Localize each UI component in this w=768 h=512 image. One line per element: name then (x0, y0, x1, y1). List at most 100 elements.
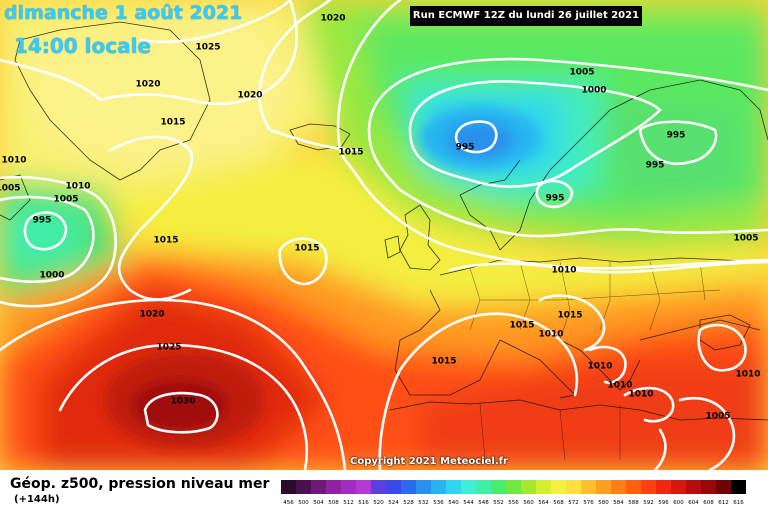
model-run-info: Run ECMWF 12Z du lundi 26 juillet 2021 (410, 6, 642, 26)
color-scale-swatch (356, 480, 371, 494)
coastlines (0, 21, 768, 421)
isobar-label-1025-azores: 1025 (156, 343, 181, 353)
isobar-label-1020-north: 1020 (320, 14, 345, 24)
isobar-label-1030-high-centre: 1030 (170, 397, 195, 407)
color-scale-tick: 580 (598, 500, 609, 506)
color-scale-swatch (431, 480, 446, 494)
color-scale-tick: 556 (508, 500, 519, 506)
color-scale-tick: 560 (523, 500, 534, 506)
color-scale-tick: 564 (538, 500, 549, 506)
color-scale-swatch (401, 480, 416, 494)
color-scale-swatch (311, 480, 326, 494)
color-scale-tick: 544 (463, 500, 474, 506)
color-scale-tick: 520 (373, 500, 384, 506)
isobar-label-1010-greece: 1010 (607, 381, 632, 391)
color-scale-swatch (506, 480, 521, 494)
isobar-label-1010-central-europe: 1010 (551, 266, 576, 276)
color-scale-tick: 572 (568, 500, 579, 506)
isobar-label-1010-labrador: 1010 (65, 182, 90, 192)
color-scale-swatch (626, 480, 641, 494)
color-scale-tick: 584 (613, 500, 624, 506)
color-scale-tick: 576 (583, 500, 594, 506)
color-scale-swatch (566, 480, 581, 494)
color-scale-tick: 528 (403, 500, 414, 506)
color-scale-swatch (641, 480, 656, 494)
isobar-label-1010-alps: 1010 (538, 330, 563, 340)
isobar-label-1025-north: 1025 (195, 43, 220, 53)
color-scale-tick: 592 (643, 500, 654, 506)
copyright-notice: Copyright 2021 Meteociel.fr (350, 456, 508, 467)
color-scale-swatch (611, 480, 626, 494)
isobar-label-1015-greenland: 1015 (160, 118, 185, 128)
isobar-label-1015-atlantic-west: 1015 (153, 236, 178, 246)
isobar-label-1010-italy-south: 1010 (587, 362, 612, 372)
color-scale-tick: 604 (688, 500, 699, 506)
color-scale-tick: 596 (658, 500, 669, 506)
legend-title: Géop. z500, pression niveau mer (10, 476, 270, 492)
color-scale-tick: 516 (358, 500, 369, 506)
color-scale-tick: 540 (448, 500, 459, 506)
color-scale-tick: 500 (298, 500, 309, 506)
color-scale-tick: 608 (703, 500, 714, 506)
color-scale-swatch (281, 480, 296, 494)
legend-bar: Géop. z500, pression niveau mer (+144h) … (0, 470, 768, 512)
color-scale-swatch (536, 480, 551, 494)
color-scale-tick: 512 (343, 500, 354, 506)
color-scale-swatch (671, 480, 686, 494)
isobar-label-995-russia: 995 (667, 131, 686, 141)
isobar-labels: 1020 1025 1020 1020 1015 1015 1005 1000 995 995 99… (0, 14, 761, 422)
color-scale-tick: 588 (628, 500, 639, 506)
isobar-label-1005-east: 1005 (733, 234, 758, 244)
color-scale-swatch (731, 480, 746, 494)
isobar-label-995-finland: 995 (546, 194, 565, 204)
forecast-time: 14:00 locale (14, 34, 151, 58)
color-scale-swatch (686, 480, 701, 494)
color-scale-swatch (386, 480, 401, 494)
isobar-label-1005-labrador: 1005 (53, 195, 78, 205)
country-borders (469, 261, 721, 461)
isobar-label-995-west-low: 995 (33, 216, 52, 226)
geopotential-map: 1020 1025 1020 1020 1015 1015 1005 1000 995 995 99… (0, 0, 768, 470)
isobar-label-1015-iberia: 1015 (431, 357, 456, 367)
color-scale-swatch (296, 480, 311, 494)
isobar-label-1020-greenland-east: 1020 (237, 91, 262, 101)
color-scale: 456 500 504 508 512 516 520 524 528 532 536 540 544 5… (281, 480, 746, 506)
color-scale-tick: 524 (388, 500, 399, 506)
color-scale-swatch (701, 480, 716, 494)
color-scale-tick: 508 (328, 500, 339, 506)
isobar-label-1005-west-edge: 1005 (0, 184, 21, 194)
color-scale-tick: 504 (313, 500, 324, 506)
color-scale-swatch (491, 480, 506, 494)
isobar-label-1000-west-low: 1000 (39, 271, 64, 281)
color-scale-tick: 612 (718, 500, 729, 506)
forecast-date: dimanche 1 août 2021 (4, 2, 243, 24)
isobar-label-1015-france: 1015 (509, 321, 534, 331)
color-scale-tick: 536 (433, 500, 444, 506)
color-scale-swatch (416, 480, 431, 494)
color-scale-tick: 600 (673, 500, 684, 506)
isobar-label-1015-atlantic-north: 1015 (338, 148, 363, 158)
isobar-label-995-baltic: 995 (646, 161, 665, 171)
color-scale-tick: 552 (493, 500, 504, 506)
isobar-label-1010-turkey: 1010 (735, 370, 760, 380)
color-scale-swatch (326, 480, 341, 494)
color-scale-tick: 568 (553, 500, 564, 506)
isobar-label-1010-west-edge: 1010 (1, 156, 26, 166)
isobar-label-1015-atlantic-mid: 1015 (294, 244, 319, 254)
isobars (0, 0, 768, 470)
isobar-label-1005-levant: 1005 (705, 412, 730, 422)
color-scale-swatch (656, 480, 671, 494)
color-scale-tick: 532 (418, 500, 429, 506)
color-scale-swatch (461, 480, 476, 494)
color-scale-swatch (341, 480, 356, 494)
isobar-label-1000-scandinavia: 1000 (581, 86, 606, 96)
color-scale-swatch (716, 480, 731, 494)
color-scale-swatch (596, 480, 611, 494)
isobar-label-1020-greenland: 1020 (135, 80, 160, 90)
isobar-label-1020-azores: 1020 (139, 310, 164, 320)
isobar-label-1010-aegean: 1010 (628, 390, 653, 400)
isobar-label-1005-scandinavia: 1005 (569, 68, 594, 78)
color-scale-swatch (521, 480, 536, 494)
color-scale-swatch (371, 480, 386, 494)
